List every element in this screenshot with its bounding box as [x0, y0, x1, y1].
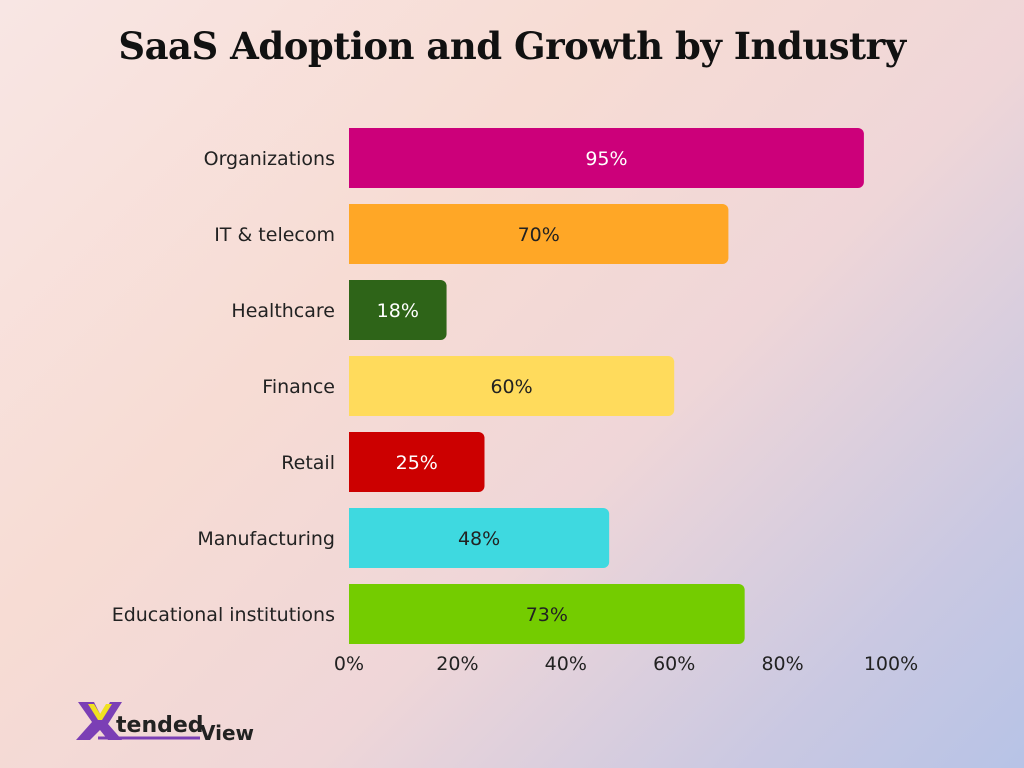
- svg-text:View: View: [200, 721, 254, 744]
- data-label: 73%: [526, 604, 568, 626]
- bar: [349, 432, 485, 492]
- data-label: 25%: [396, 452, 438, 474]
- category-label: Finance: [262, 376, 335, 398]
- x-tick-label: 60%: [653, 653, 695, 675]
- bar: [349, 128, 864, 188]
- bar: [349, 508, 610, 568]
- category-label: Educational institutions: [112, 604, 335, 626]
- category-label: IT & telecom: [214, 224, 335, 246]
- x-tick-label: 80%: [761, 653, 803, 675]
- category-label: Manufacturing: [197, 528, 335, 550]
- data-label: 48%: [458, 528, 500, 550]
- data-label: 18%: [377, 300, 419, 322]
- x-tick-label: 40%: [545, 653, 587, 675]
- data-label: 60%: [490, 376, 532, 398]
- x-tick-label: 100%: [864, 653, 918, 675]
- chart-title: SaaS Adoption and Growth by Industry: [118, 24, 906, 68]
- xtendedview-logo: tended View: [76, 702, 254, 744]
- bar: [349, 204, 729, 264]
- data-label: 95%: [585, 148, 627, 170]
- category-label: Healthcare: [231, 300, 335, 322]
- bar: [349, 280, 447, 340]
- data-label: 70%: [518, 224, 560, 246]
- category-label: Organizations: [204, 148, 335, 170]
- category-label: Retail: [281, 452, 335, 474]
- x-tick-label: 0%: [334, 653, 364, 675]
- bar: [349, 356, 675, 416]
- x-tick-label: 20%: [436, 653, 478, 675]
- bar: [349, 584, 745, 644]
- svg-text:tended: tended: [116, 713, 204, 738]
